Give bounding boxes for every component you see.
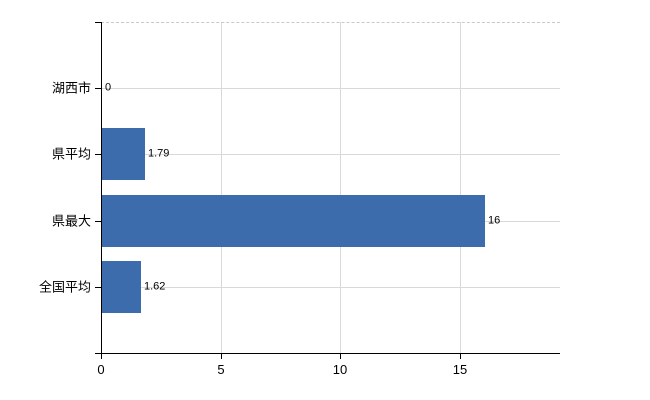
x-tick-label: 0 (97, 362, 105, 377)
x-tick-label: 10 (332, 362, 348, 377)
vertical-gridline (459, 22, 461, 353)
x-axis-line (95, 353, 560, 354)
horizontal-gridline (101, 154, 560, 155)
y-axis-tick (95, 221, 101, 222)
vertical-gridline (220, 22, 222, 353)
value-label: 16 (488, 214, 501, 227)
bar (102, 195, 485, 247)
category-label: 湖西市 (51, 80, 91, 96)
category-label: 県平均 (51, 146, 91, 162)
y-axis-tick (95, 154, 101, 155)
y-axis-line (101, 22, 102, 354)
y-axis-tick (95, 287, 101, 288)
horizontal-gridline (101, 287, 560, 288)
y-axis-tick (95, 22, 101, 23)
bar (102, 261, 141, 313)
vertical-gridline (340, 22, 342, 353)
category-label: 全国平均 (38, 279, 91, 295)
x-axis-tick (460, 354, 461, 359)
x-tick-label: 15 (452, 362, 468, 377)
x-axis-tick (221, 354, 222, 359)
x-axis-tick (101, 354, 102, 359)
value-label: 1.79 (148, 147, 170, 160)
horizontal-gridline (101, 88, 560, 89)
x-axis-tick (340, 354, 341, 359)
plot-top-border (101, 22, 560, 23)
bar (102, 128, 145, 180)
x-tick-label: 5 (217, 362, 225, 377)
y-axis-tick (95, 88, 101, 89)
value-label: 1.62 (144, 280, 166, 293)
value-label: 0 (105, 81, 112, 94)
category-label: 県最大 (51, 213, 91, 229)
